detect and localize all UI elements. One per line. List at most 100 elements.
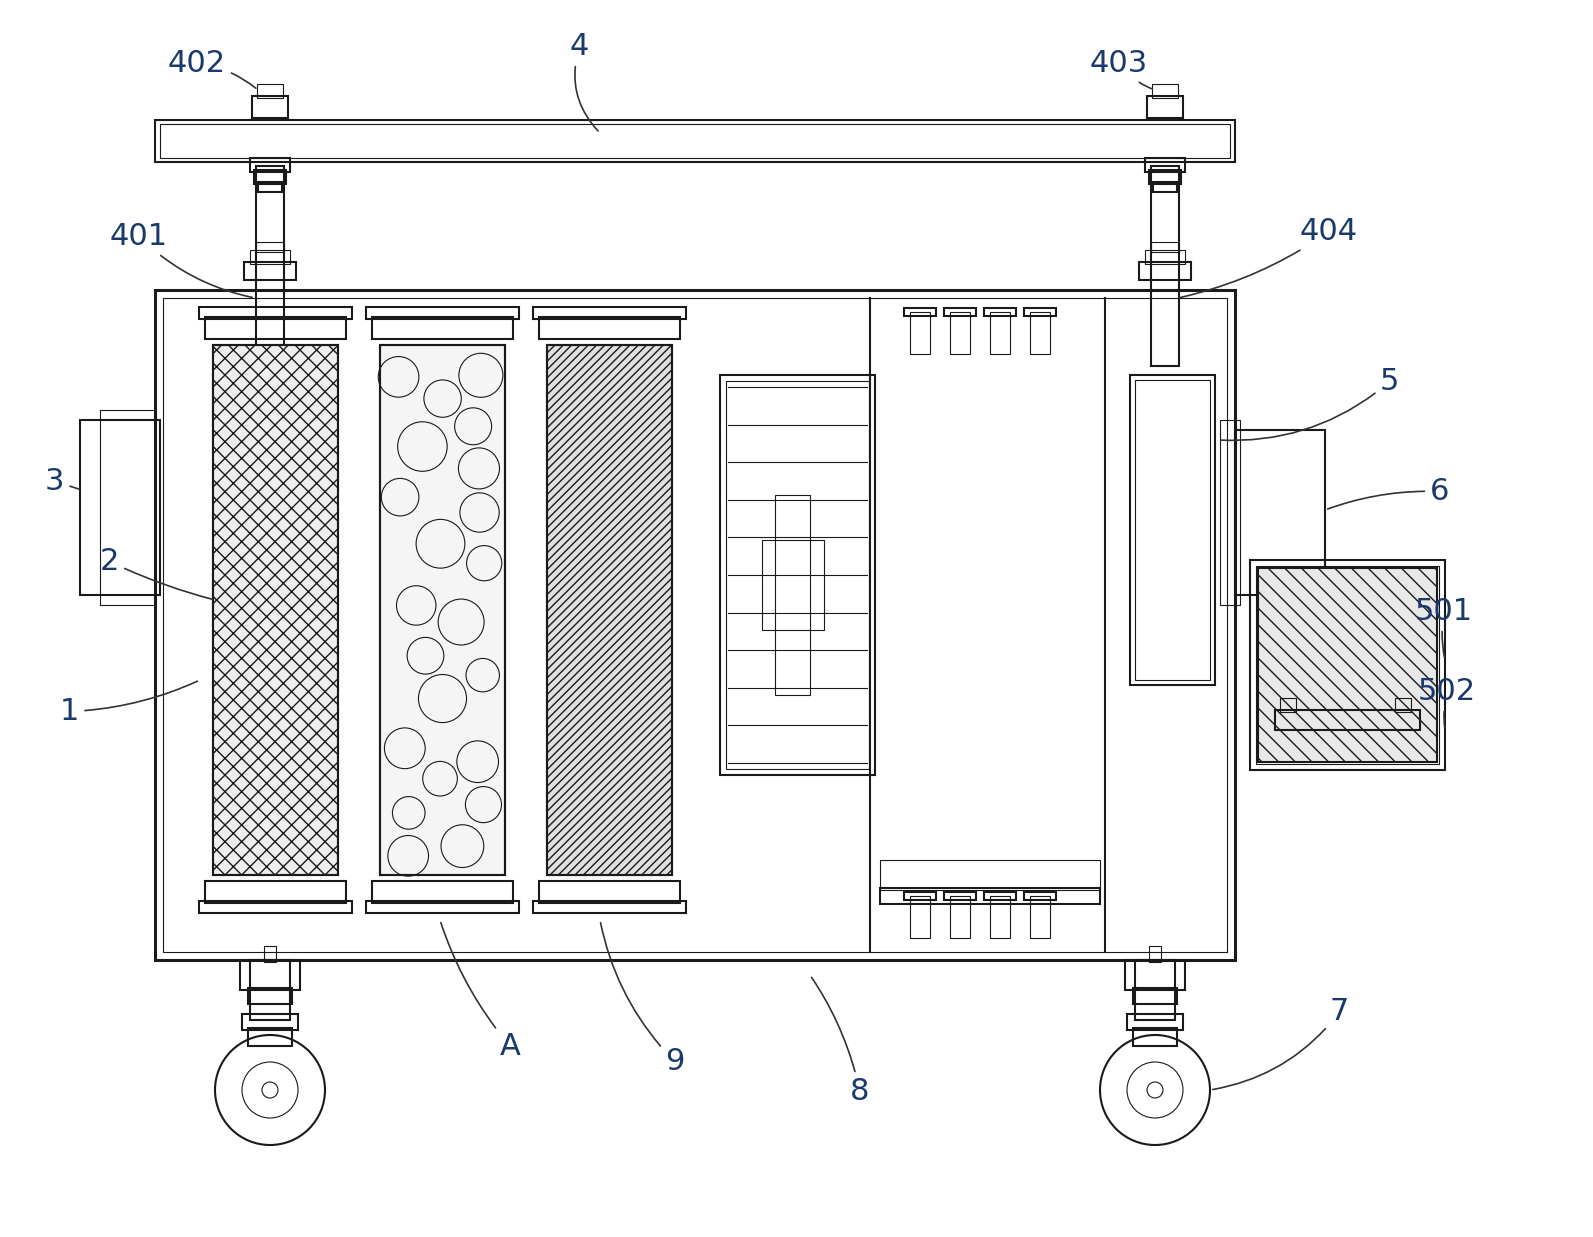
Bar bbox=[910, 312, 930, 354]
Bar bbox=[162, 298, 1227, 952]
Bar bbox=[155, 289, 1235, 960]
Bar bbox=[249, 1028, 292, 1047]
Bar bbox=[1255, 567, 1438, 764]
Bar bbox=[984, 892, 1016, 901]
Bar bbox=[253, 169, 287, 184]
Bar bbox=[1395, 698, 1411, 713]
Bar bbox=[776, 495, 809, 695]
Bar bbox=[1220, 421, 1239, 605]
Bar bbox=[1251, 560, 1445, 769]
Bar bbox=[1147, 96, 1184, 118]
Text: 1: 1 bbox=[61, 682, 198, 726]
Bar bbox=[155, 120, 1235, 162]
Text: A: A bbox=[441, 923, 521, 1061]
Bar bbox=[1024, 308, 1056, 315]
Text: 5: 5 bbox=[1220, 367, 1399, 440]
Bar bbox=[984, 308, 1016, 315]
Bar bbox=[546, 345, 672, 875]
Bar bbox=[1152, 242, 1179, 252]
Bar bbox=[1149, 169, 1180, 184]
Bar bbox=[1031, 312, 1050, 354]
Bar bbox=[910, 896, 930, 938]
Bar bbox=[213, 345, 338, 875]
Bar bbox=[1152, 166, 1179, 366]
Text: 7: 7 bbox=[1212, 997, 1349, 1090]
Bar bbox=[1125, 960, 1185, 990]
Bar bbox=[538, 881, 680, 903]
Bar bbox=[199, 307, 352, 319]
Bar bbox=[1139, 262, 1192, 280]
Bar bbox=[538, 317, 680, 339]
Bar bbox=[534, 307, 687, 319]
Bar bbox=[205, 317, 346, 339]
Bar bbox=[945, 892, 977, 901]
Bar bbox=[1134, 960, 1176, 1021]
Bar bbox=[1133, 988, 1177, 1004]
Bar bbox=[546, 345, 672, 875]
Bar bbox=[903, 892, 937, 901]
Bar bbox=[100, 409, 155, 605]
Bar bbox=[1126, 1014, 1184, 1030]
Bar bbox=[949, 312, 970, 354]
Bar bbox=[1031, 896, 1050, 938]
Bar bbox=[213, 345, 338, 875]
Bar bbox=[249, 988, 292, 1004]
Text: 9: 9 bbox=[601, 923, 685, 1076]
Bar bbox=[199, 901, 352, 913]
Bar bbox=[250, 158, 290, 172]
Text: 403: 403 bbox=[1090, 49, 1152, 89]
Bar bbox=[879, 860, 1101, 889]
Bar bbox=[250, 250, 290, 263]
Bar bbox=[1134, 380, 1211, 680]
Bar bbox=[761, 541, 824, 630]
Bar bbox=[373, 881, 513, 903]
Text: 6: 6 bbox=[1327, 477, 1450, 510]
Bar bbox=[989, 312, 1010, 354]
Bar bbox=[903, 308, 937, 315]
Bar bbox=[205, 881, 346, 903]
Bar bbox=[256, 242, 284, 252]
Text: 502: 502 bbox=[1418, 677, 1477, 727]
Bar bbox=[546, 345, 672, 875]
Bar bbox=[1258, 568, 1437, 762]
Bar bbox=[213, 345, 338, 875]
Text: 8: 8 bbox=[811, 977, 870, 1106]
Bar bbox=[373, 317, 513, 339]
Bar bbox=[256, 84, 284, 98]
Bar bbox=[1129, 375, 1215, 685]
Bar bbox=[879, 888, 1101, 904]
Bar bbox=[949, 896, 970, 938]
Bar bbox=[264, 946, 276, 962]
Text: 402: 402 bbox=[167, 49, 256, 88]
Bar bbox=[252, 96, 288, 118]
Bar bbox=[726, 381, 870, 769]
Text: 501: 501 bbox=[1415, 597, 1474, 657]
Bar bbox=[1152, 84, 1177, 98]
Text: 2: 2 bbox=[100, 547, 212, 599]
Bar bbox=[1235, 430, 1325, 595]
Bar bbox=[1153, 182, 1177, 192]
Bar bbox=[366, 901, 519, 913]
Text: 401: 401 bbox=[110, 221, 252, 297]
Bar bbox=[1145, 158, 1185, 172]
Bar bbox=[945, 308, 977, 315]
Bar bbox=[1281, 698, 1297, 713]
Bar bbox=[256, 166, 284, 366]
Bar bbox=[244, 262, 296, 280]
Bar bbox=[720, 375, 875, 776]
Bar bbox=[80, 421, 159, 595]
Bar bbox=[1024, 892, 1056, 901]
Bar bbox=[534, 901, 687, 913]
Bar bbox=[1149, 946, 1161, 962]
Bar bbox=[989, 896, 1010, 938]
Bar bbox=[1145, 250, 1185, 263]
Bar bbox=[366, 307, 519, 319]
Text: 404: 404 bbox=[1180, 216, 1359, 297]
Bar bbox=[242, 1014, 298, 1030]
Bar bbox=[381, 345, 505, 875]
Bar bbox=[381, 345, 505, 875]
Text: 4: 4 bbox=[570, 32, 597, 131]
Bar bbox=[1133, 1028, 1177, 1047]
Bar bbox=[1258, 568, 1437, 762]
Bar bbox=[258, 182, 282, 192]
